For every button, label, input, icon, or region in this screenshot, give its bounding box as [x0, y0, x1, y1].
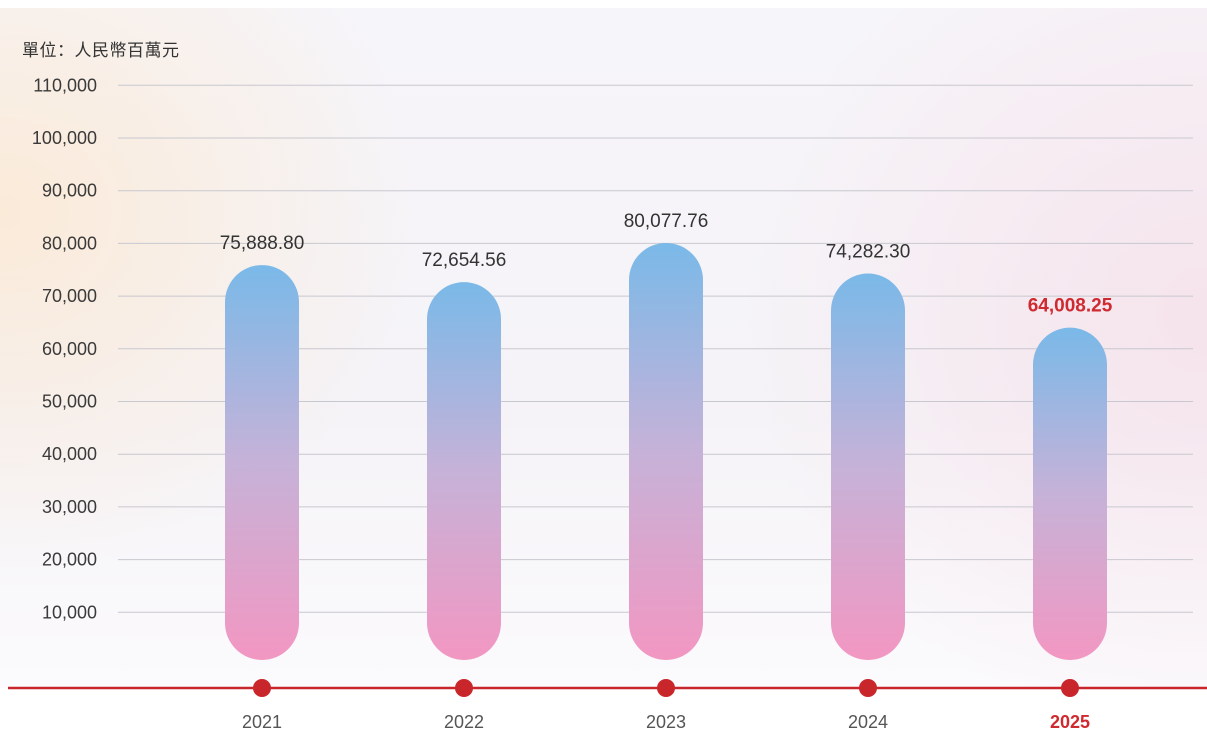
y-tick-label: 70,000: [42, 286, 97, 306]
value-label-2025: 64,008.25: [1028, 296, 1113, 317]
value-label-2023: 80,077.76: [624, 211, 709, 232]
year-label-2025: 2025: [1050, 712, 1090, 731]
y-tick-label: 110,000: [33, 75, 97, 95]
x-axis-labels: 2021 2022 2023 2024 2025: [242, 712, 1090, 731]
value-label-2024: 74,282.30: [826, 242, 911, 263]
bar-2021: [225, 265, 299, 660]
axis-marker-2021: [253, 679, 271, 697]
y-axis-ticks: 10,000 20,000 30,000 40,000 50,000 60,000 70,0…: [32, 75, 97, 622]
bars: [225, 242, 1107, 660]
bar-2025: [1033, 327, 1107, 660]
y-tick-label: 60,000: [42, 339, 97, 359]
y-tick-label: 30,000: [42, 497, 97, 517]
bar-2022: [427, 282, 501, 660]
year-label-2023: 2023: [646, 712, 686, 731]
x-axis: [8, 679, 1207, 697]
bar-2024: [831, 273, 905, 660]
bar-2023: [629, 242, 703, 660]
axis-marker-2023: [657, 679, 675, 697]
y-tick-label: 80,000: [42, 233, 97, 253]
y-tick-label: 40,000: [42, 444, 97, 464]
value-label-2022: 72,654.56: [422, 250, 507, 271]
value-labels: 75,888.80 72,654.56 80,077.76 74,282.30 64,0…: [220, 211, 1113, 317]
value-label-2021: 75,888.80: [220, 233, 305, 254]
y-tick-label: 20,000: [42, 550, 97, 570]
axis-marker-2024: [859, 679, 877, 697]
y-tick-label: 100,000: [32, 128, 97, 148]
axis-marker-2022: [455, 679, 473, 697]
unit-label: 單位：人民幣百萬元: [22, 41, 180, 61]
y-tick-label: 10,000: [42, 602, 97, 622]
chart-panel: [0, 8, 1207, 688]
y-tick-label: 90,000: [42, 181, 97, 201]
y-tick-label: 50,000: [42, 392, 97, 412]
year-label-2024: 2024: [848, 712, 888, 731]
year-label-2021: 2021: [242, 712, 282, 731]
year-label-2022: 2022: [444, 712, 484, 731]
axis-marker-2025: [1061, 679, 1079, 697]
